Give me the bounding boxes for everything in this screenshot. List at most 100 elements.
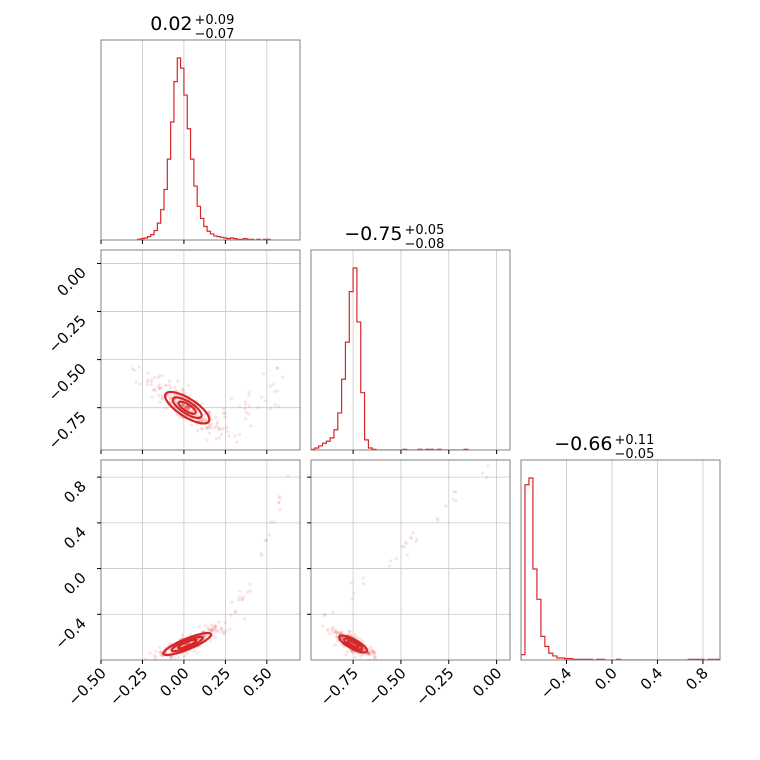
panel-2-2: −0.4 0.0 0.4 0.8 −0.66 +0.11−0.05	[520, 433, 721, 703]
scatter-point	[415, 537, 419, 541]
scatter-point	[211, 625, 215, 629]
scatter-point	[219, 427, 223, 431]
scatter-point	[411, 531, 415, 535]
contour-level-1	[171, 396, 203, 420]
scatter-point	[371, 649, 376, 653]
scatter-point	[328, 632, 332, 636]
scatter-point	[338, 630, 342, 635]
scatter-point	[400, 544, 404, 549]
param-title-plus-2: +0.11	[615, 433, 655, 448]
scatter-point	[158, 400, 162, 404]
scatter-point	[203, 623, 207, 627]
scatter-point	[221, 630, 225, 635]
scatter-point	[163, 383, 167, 388]
histogram-2	[521, 477, 720, 660]
scatter-point	[277, 500, 281, 504]
scatter-point	[159, 385, 163, 390]
scatter-point	[207, 410, 211, 414]
y-tick-label: 0.00	[53, 264, 89, 300]
scatter-point	[223, 411, 227, 415]
scatter-point	[286, 474, 290, 478]
scatter-point	[213, 627, 217, 632]
param-title-minus-2: −0.05	[615, 447, 655, 462]
histogram-0	[136, 57, 271, 240]
scatter-point	[454, 499, 458, 503]
scatter-point	[201, 417, 206, 421]
scatter-point	[347, 630, 352, 634]
scatter-point	[405, 553, 409, 557]
scatter-point	[242, 616, 247, 621]
scatter-point	[222, 407, 226, 411]
scatter-point	[275, 389, 279, 393]
scatter-point	[174, 393, 178, 397]
scatter-point	[214, 624, 218, 628]
scatter-point	[230, 396, 234, 401]
scatter-point	[248, 424, 253, 428]
param-title-median-1: −0.75	[344, 223, 402, 245]
panel-content	[321, 464, 490, 660]
scatter-point	[181, 633, 185, 637]
scatter-point	[153, 375, 157, 379]
panel-frame	[520, 459, 721, 661]
scatter-point	[240, 597, 244, 602]
scatter-point	[215, 422, 219, 426]
scatter-point	[239, 455, 242, 458]
scatter-point	[366, 652, 370, 657]
scatter-point	[196, 413, 200, 417]
scatter-point	[212, 426, 216, 430]
scatter-point	[219, 627, 223, 631]
scatter-point	[175, 399, 179, 403]
scatter-point	[180, 402, 184, 407]
scatter-point	[369, 653, 373, 657]
contour-peak	[184, 404, 191, 411]
scatter-point	[153, 389, 157, 393]
contour-level-2	[164, 390, 211, 425]
scatter-point	[168, 379, 172, 383]
panel-frame	[100, 249, 301, 451]
scatter-point	[192, 649, 196, 653]
scatter-point	[215, 420, 219, 424]
scatter-point	[235, 440, 239, 444]
scatter-point	[486, 464, 490, 468]
scatter-point	[323, 614, 327, 618]
x-tick-label: 0.8	[682, 664, 712, 694]
scatter-point	[169, 395, 174, 399]
panel-1-1: −0.75 +0.05−0.08	[310, 223, 511, 454]
scatter-point	[259, 395, 264, 399]
scatter-point	[389, 559, 393, 563]
scatter-point	[148, 651, 152, 655]
histogram-1	[311, 267, 469, 450]
scatter-point	[130, 367, 134, 371]
scatter-point	[263, 399, 267, 403]
scatter-point	[203, 635, 207, 640]
scatter-point	[272, 520, 276, 524]
scatter-point	[247, 412, 251, 416]
scatter-point	[367, 652, 371, 656]
scatter-point	[150, 660, 153, 663]
scatter-point	[206, 426, 210, 430]
scatter-point	[168, 655, 172, 659]
scatter-point	[186, 650, 190, 654]
scatter-point	[480, 471, 485, 475]
scatter-point	[332, 625, 336, 629]
scatter-point	[277, 501, 281, 505]
scatter-point	[333, 628, 337, 632]
scatter-point	[409, 537, 413, 541]
scatter-point	[452, 490, 456, 494]
scatter-point	[173, 385, 177, 390]
scatter-point	[175, 413, 179, 417]
scatter-point	[160, 374, 164, 378]
x-tick-label: −0.25	[106, 664, 151, 709]
scatter-point	[334, 634, 339, 639]
scatter-point	[333, 643, 337, 647]
scatter-point	[157, 645, 162, 650]
scatter-point	[157, 386, 161, 391]
scatter-point	[244, 402, 248, 407]
scatter-point	[217, 630, 221, 634]
scatter-point	[248, 589, 252, 593]
scatter-point	[485, 475, 489, 479]
scatter-point	[267, 533, 271, 537]
scatter-point	[244, 410, 249, 415]
param-title-minus-1: −0.08	[405, 237, 445, 252]
scatter-point	[145, 379, 149, 384]
